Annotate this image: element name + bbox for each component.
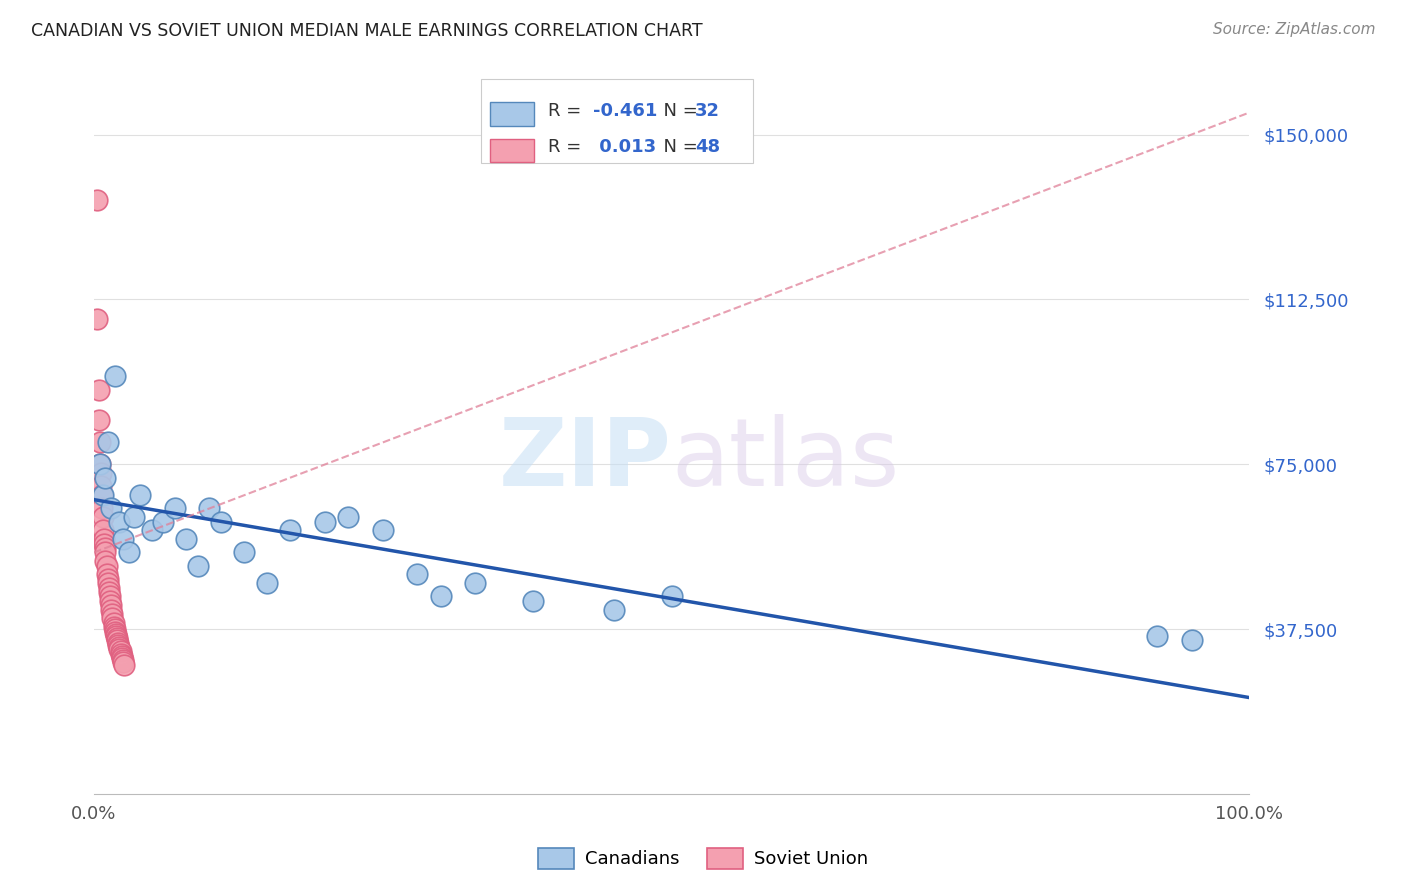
Point (661, 590, 683, 604)
FancyBboxPatch shape (491, 139, 534, 162)
Point (90, 479, 112, 493)
Point (209, 515, 232, 529)
Text: 32: 32 (695, 102, 720, 120)
Text: 0.013: 0.013 (593, 138, 657, 156)
Point (111, 533, 134, 547)
Point (198, 501, 221, 516)
Point (337, 510, 360, 524)
Text: N =: N = (652, 102, 703, 120)
Point (522, 594, 544, 608)
Point (108, 640, 131, 654)
Point (98, 590, 121, 604)
Point (256, 576, 278, 591)
Text: N =: N = (652, 138, 703, 156)
Point (94, 470, 117, 484)
Point (371, 524, 394, 538)
Point (141, 524, 163, 538)
Point (89, 458, 111, 472)
Point (429, 590, 451, 604)
Point (117, 545, 139, 559)
Point (97, 572, 120, 586)
Text: ZIP: ZIP (499, 415, 672, 507)
Point (176, 533, 198, 547)
Point (107, 635, 129, 649)
Point (464, 576, 486, 591)
Point (152, 515, 174, 529)
Point (112, 657, 135, 672)
Point (101, 611, 124, 625)
Point (96, 567, 118, 582)
Point (97, 435, 120, 450)
Point (110, 647, 132, 661)
Point (100, 598, 122, 612)
Point (129, 488, 152, 502)
Point (280, 524, 302, 538)
Point (104, 369, 127, 384)
Point (91, 524, 114, 538)
Point (93, 536, 115, 550)
Point (90, 467, 112, 481)
Point (233, 545, 256, 559)
Text: R =: R = (548, 138, 588, 156)
Point (111, 651, 134, 665)
Point (101, 607, 124, 621)
Point (105, 631, 128, 645)
Point (96, 558, 118, 573)
Legend: Canadians, Soviet Union: Canadians, Soviet Union (531, 840, 875, 876)
Point (111, 656, 134, 670)
Point (104, 629, 127, 643)
Point (105, 633, 128, 648)
Point (93, 533, 115, 547)
Text: -0.461: -0.461 (593, 102, 658, 120)
Point (86, 312, 108, 326)
Point (87, 413, 110, 427)
Point (108, 642, 131, 657)
Point (97, 576, 120, 591)
Point (100, 501, 122, 516)
Point (94, 554, 117, 568)
Point (103, 620, 125, 634)
Point (100, 602, 122, 616)
Point (104, 627, 127, 641)
Point (187, 558, 209, 573)
Point (86, 194, 108, 208)
Point (406, 567, 429, 582)
Point (91, 488, 114, 502)
Point (110, 644, 132, 658)
Point (89, 435, 111, 450)
Point (97, 581, 120, 595)
Point (111, 653, 134, 667)
Point (108, 515, 131, 529)
Point (103, 615, 125, 630)
FancyBboxPatch shape (481, 79, 752, 163)
Point (89, 458, 111, 472)
Point (104, 623, 127, 637)
Point (97, 585, 120, 599)
Point (94, 541, 117, 555)
Point (107, 638, 129, 652)
Point (111, 648, 134, 663)
Point (98, 594, 121, 608)
Point (1181, 633, 1204, 648)
Point (124, 510, 146, 524)
Point (104, 624, 127, 639)
Point (91, 510, 114, 524)
Point (163, 501, 186, 516)
Text: Source: ZipAtlas.com: Source: ZipAtlas.com (1212, 22, 1375, 37)
Point (314, 515, 336, 529)
Point (1146, 629, 1168, 643)
Text: R =: R = (548, 102, 588, 120)
Text: CANADIAN VS SOVIET UNION MEDIAN MALE EARNINGS CORRELATION CHART: CANADIAN VS SOVIET UNION MEDIAN MALE EAR… (31, 22, 703, 40)
Text: 48: 48 (695, 138, 720, 156)
Point (603, 602, 626, 616)
Point (87, 383, 110, 397)
Text: atlas: atlas (672, 415, 900, 507)
Point (91, 501, 114, 516)
FancyBboxPatch shape (491, 103, 534, 126)
Point (94, 545, 117, 559)
Point (91, 488, 114, 502)
